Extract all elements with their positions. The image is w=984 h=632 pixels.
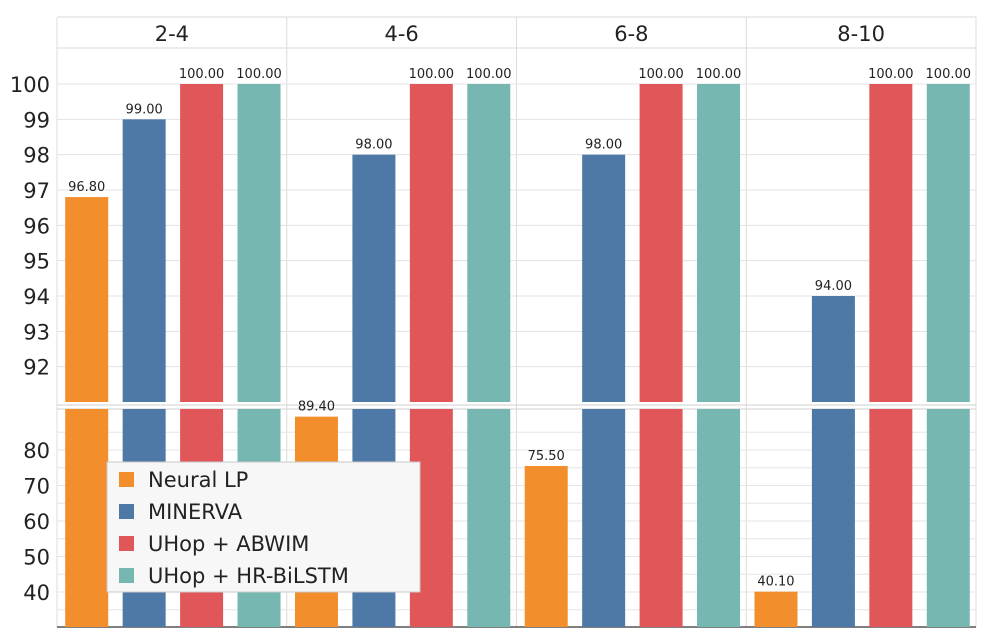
legend-swatch [119,504,134,519]
bar-upper-uhop-abwim-4-6 [409,84,453,402]
data-label: 89.40 [298,400,335,415]
y-tick-upper: 100 [10,73,50,97]
y-axis-ticks: 92 93 94 95 96 97 98 99 100 40 50 60 70 80 [10,73,50,605]
bar-upper-uhop-abwim-8-10 [869,84,913,402]
bar-upper-uhop-abwim-6-8 [639,84,683,402]
bar-upper-minerva-6-8 [582,154,626,402]
y-tick-upper: 98 [23,144,50,168]
y-tick-upper: 95 [23,250,50,274]
legend-box [106,461,421,593]
data-label: 75.50 [528,449,565,464]
y-tick-lower: 70 [23,475,50,499]
legend-label: UHop + HR-BiLSTM [148,564,349,588]
data-label: 100.00 [466,67,512,82]
bar-upper-minerva-4-6 [352,154,396,402]
bar-upper-uhop-abwim-2-4 [180,84,224,402]
legend: Neural LP MINERVA UHop + ABWIM UHop + HR-Bi… [106,461,421,593]
bar-lower-neural-lp-6-8 [524,465,568,627]
bar-lower-neural-lp-2-4 [65,409,109,627]
legend-swatch [119,472,134,487]
data-labels: 96.80 99.00 100.00 100.00 89.40 98.00 100.00 10… [68,67,971,590]
bar-upper-uhop-hr-bilstm-4-6 [467,84,511,402]
legend-swatch [119,568,134,583]
y-tick-upper: 93 [23,320,50,344]
y-tick-upper: 97 [23,179,50,203]
bar-upper-minerva-8-10 [811,296,855,402]
data-label: 98.00 [585,138,622,153]
bar-lower-uhop-hr-bilstm-8-10 [926,409,970,627]
bar-upper-minerva-2-4 [122,119,166,402]
y-tick-lower: 80 [23,439,50,463]
bar-lower-uhop-hr-bilstm-6-8 [697,409,741,627]
bar-lower-neural-lp-8-10 [754,591,798,627]
y-tick-lower: 60 [23,510,50,534]
data-label: 100.00 [868,67,914,82]
bar-lower-uhop-abwim-8-10 [869,409,913,627]
data-label: 100.00 [236,67,282,82]
data-label: 100.00 [638,67,684,82]
y-tick-upper: 99 [23,108,50,132]
bar-lower-minerva-8-10 [811,409,855,627]
bar-upper-uhop-hr-bilstm-8-10 [926,84,970,402]
facet-header-6-8: 6-8 [614,22,648,46]
y-tick-upper: 96 [23,214,50,238]
legend-swatch [119,536,134,551]
data-label: 99.00 [126,102,163,117]
facet-header-2-4: 2-4 [155,22,189,46]
data-label: 100.00 [696,67,742,82]
y-tick-lower: 50 [23,546,50,570]
bars [65,84,970,627]
bar-upper-uhop-hr-bilstm-6-8 [697,84,741,402]
facet-headers: 2-4 4-6 6-8 8-10 [155,22,885,46]
bar-upper-neural-lp-2-4 [65,197,109,402]
y-tick-upper: 94 [23,285,50,309]
data-label: 94.00 [815,279,852,294]
legend-label: UHop + ABWIM [148,532,309,556]
y-tick-lower: 40 [23,581,50,605]
bar-upper-uhop-hr-bilstm-2-4 [237,84,281,402]
legend-label: MINERVA [148,500,243,524]
facet-header-8-10: 8-10 [837,22,885,46]
y-tick-upper: 92 [23,356,50,380]
data-label: 98.00 [355,138,392,153]
facet-header-4-6: 4-6 [384,22,418,46]
data-label: 100.00 [926,67,972,82]
bar-lower-minerva-6-8 [582,409,626,627]
data-label: 100.00 [179,67,225,82]
bar-lower-uhop-abwim-6-8 [639,409,683,627]
data-label: 40.10 [757,575,794,590]
legend-label: Neural LP [148,468,248,492]
bar-lower-uhop-hr-bilstm-4-6 [467,409,511,627]
data-label: 100.00 [409,67,455,82]
data-label: 96.80 [68,180,105,195]
